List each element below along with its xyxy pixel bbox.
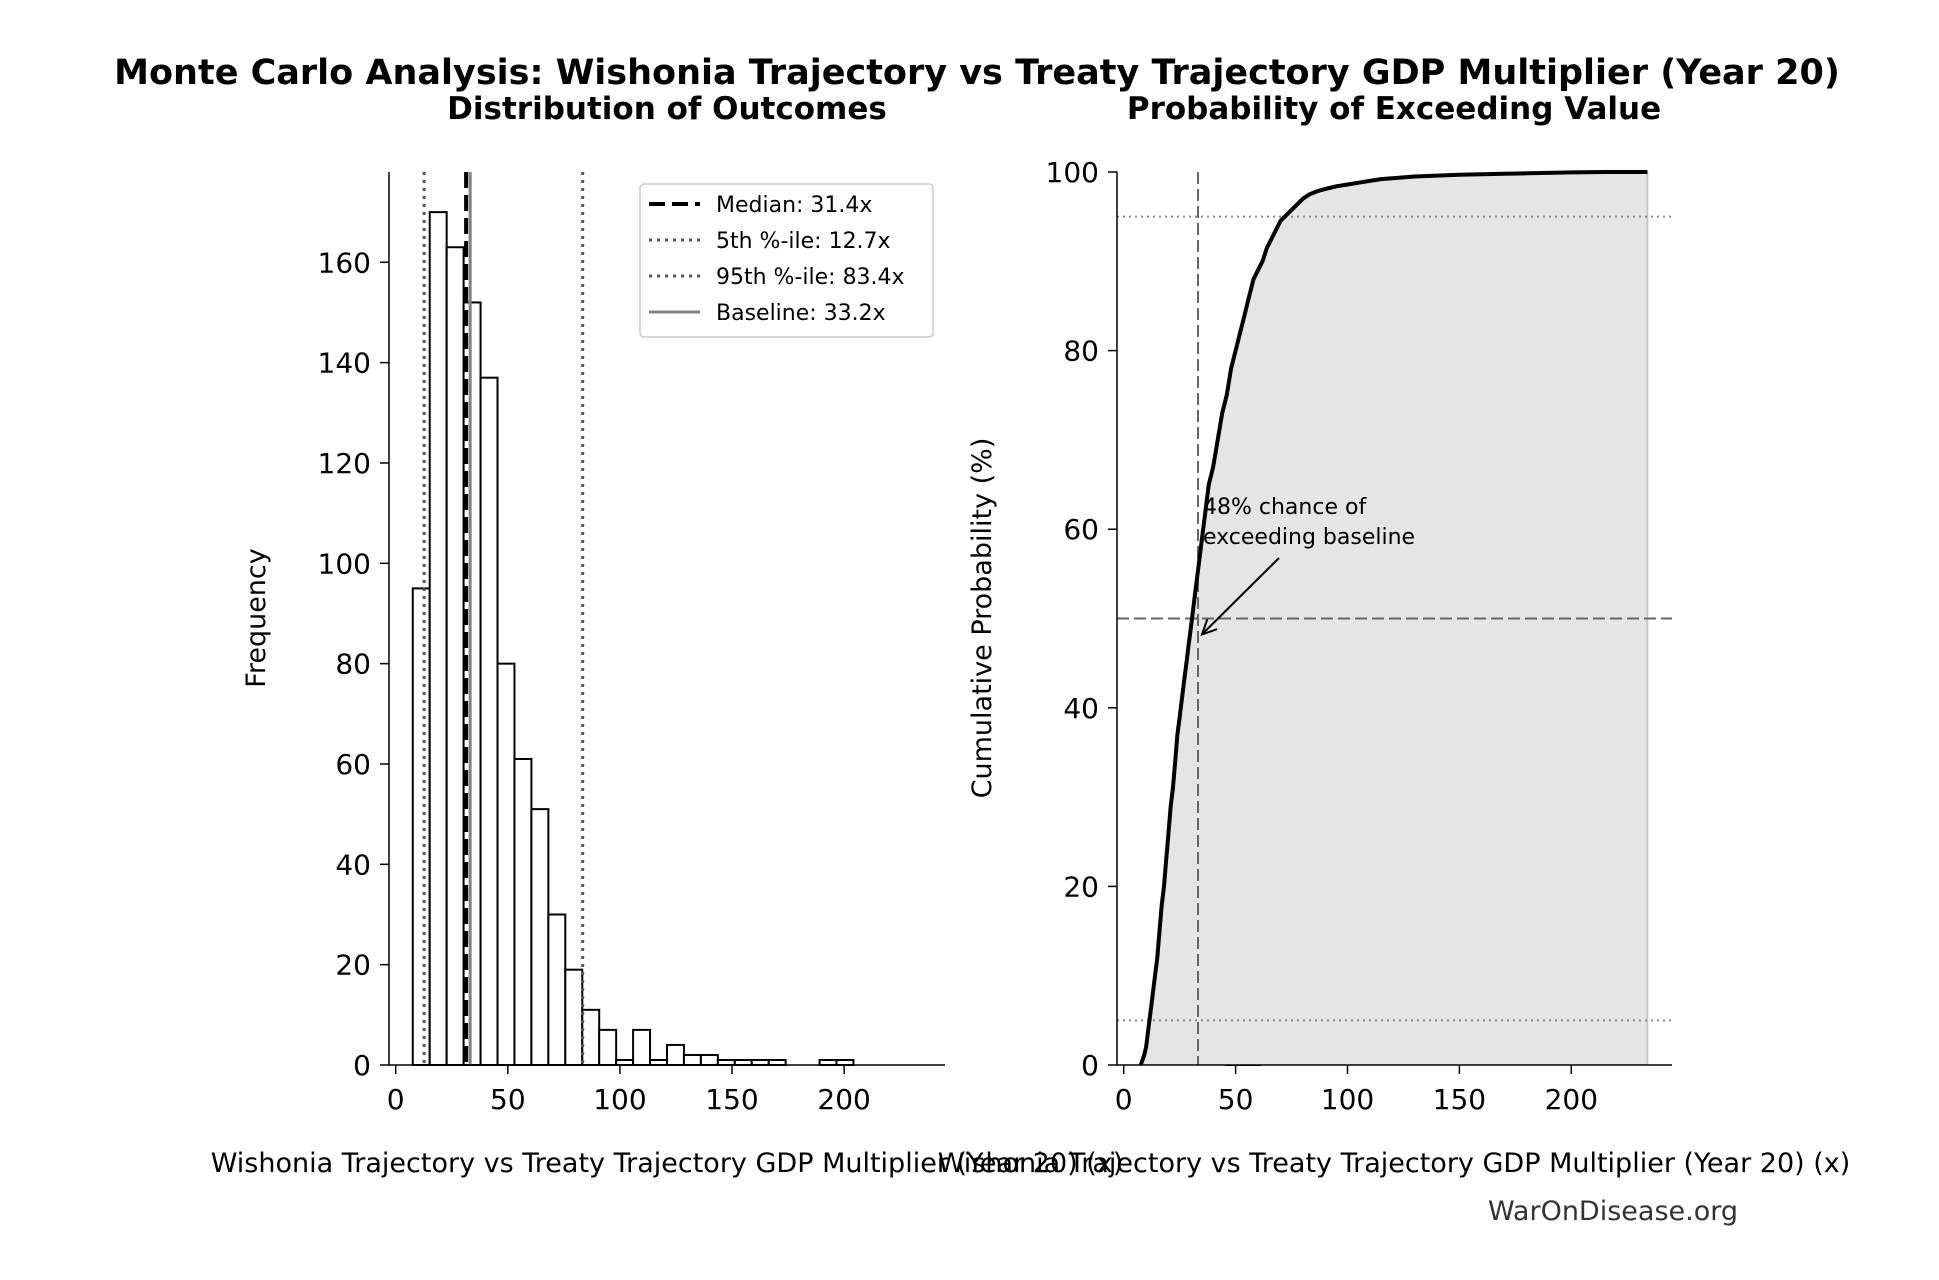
histogram-x-axis-label: Wishonia Trajectory vs Treaty Trajectory…	[211, 1148, 1124, 1179]
legend-median-label: Median: 31.4x	[716, 193, 872, 218]
histogram-bar	[598, 1028, 618, 1067]
y-tick-label: 100	[318, 547, 371, 580]
y-tick-label: 80	[1063, 335, 1099, 368]
histogram-y-axis-label: Frequency	[241, 548, 272, 688]
y-tick-label: 0	[353, 1049, 371, 1082]
histogram-bars	[411, 211, 1262, 1067]
x-tick-label: 150	[1433, 1083, 1486, 1116]
y-tick-label: 40	[335, 848, 371, 881]
y-tick-label: 40	[1063, 692, 1099, 725]
cdf-y-ticks: 0 20 40 60 80 100	[1046, 156, 1117, 1082]
histogram-bar	[682, 1053, 702, 1067]
histogram-bar	[733, 1058, 753, 1067]
x-tick-label: 50	[1218, 1083, 1254, 1116]
y-tick-label: 60	[335, 748, 371, 781]
histogram-title: Distribution of Outcomes	[447, 91, 887, 127]
y-tick-label: 0	[1081, 1049, 1099, 1082]
x-tick-label: 200	[1545, 1083, 1598, 1116]
y-tick-label: 20	[335, 949, 371, 982]
cdf-panel: Probability of Exceeding Value Cumulativ…	[938, 91, 1851, 1179]
histogram-bar	[767, 1058, 787, 1067]
cdf-line	[1138, 170, 1648, 1066]
histogram-bar	[666, 1043, 685, 1067]
annotation-arrow	[1201, 557, 1280, 636]
histogram-reference-lines	[422, 172, 585, 1065]
annotation-line-2: exceeding baseline	[1203, 525, 1415, 550]
histogram-bar	[479, 376, 499, 1066]
histogram-bar	[581, 1008, 601, 1067]
histogram-bar	[564, 968, 584, 1066]
annotation-line-1: 48% chance of	[1203, 495, 1367, 520]
legend-box	[639, 183, 934, 338]
histogram-bar	[496, 662, 516, 1066]
x-tick-label: 0	[1115, 1083, 1133, 1116]
histogram-bar	[750, 1058, 770, 1067]
y-tick-label: 120	[318, 447, 371, 480]
x-tick-label: 0	[387, 1083, 405, 1116]
histogram-bar	[411, 587, 431, 1066]
cdf-annotation: 48% chance of exceeding baseline	[1200, 495, 1415, 637]
histogram-bar	[547, 913, 567, 1066]
legend-baseline-label: Baseline: 33.2x	[716, 301, 886, 326]
histogram-bar	[649, 1058, 668, 1067]
y-tick-label: 160	[318, 246, 371, 279]
histogram-bar	[716, 1058, 736, 1067]
cdf-x-ticks: 0 50 100 150 200	[1115, 1065, 1598, 1116]
y-tick-label: 20	[1063, 870, 1099, 903]
y-tick-label: 80	[335, 648, 371, 681]
histogram-bar	[513, 757, 533, 1066]
histogram-bar	[445, 246, 465, 1066]
x-tick-label: 150	[705, 1083, 758, 1116]
y-tick-label: 60	[1063, 513, 1099, 546]
histogram-legend: Median: 31.4x 5th %-ile: 12.7x 95th %-il…	[639, 183, 934, 338]
x-tick-label: 50	[490, 1083, 526, 1116]
annotation-arrowhead	[1200, 618, 1218, 637]
cdf-title: Probability of Exceeding Value	[1127, 91, 1661, 127]
histogram-bar	[615, 1058, 635, 1067]
histogram-bar	[818, 1058, 838, 1067]
histogram-x-ticks: 0 50 100 150 200	[387, 1065, 871, 1116]
histogram-bar	[428, 211, 448, 1066]
legend-95th-percentile-label: 95th %-ile: 83.4x	[716, 265, 905, 290]
x-tick-label: 100	[1321, 1083, 1374, 1116]
histogram-y-ticks: 0 20 40 60 80 100 120 140 160	[318, 246, 389, 1082]
histogram-bar	[632, 1028, 652, 1067]
figure-title: Monte Carlo Analysis: Wishonia Trajector…	[114, 53, 1840, 93]
watermark: WarOnDisease.org	[1488, 1196, 1738, 1227]
y-tick-label: 140	[318, 347, 371, 380]
histogram-bar	[530, 808, 550, 1066]
histogram-panel: Distribution of Outcomes Frequency Wisho…	[211, 91, 1262, 1179]
x-tick-label: 200	[817, 1083, 870, 1116]
cdf-x-axis-label: Wishonia Trajectory vs Treaty Trajectory…	[938, 1148, 1851, 1179]
histogram-bar	[835, 1058, 855, 1067]
legend-5th-percentile-label: 5th %-ile: 12.7x	[716, 229, 891, 254]
y-tick-label: 100	[1046, 156, 1099, 189]
cdf-y-axis-label: Cumulative Probability (%)	[967, 438, 998, 799]
histogram-bar	[699, 1053, 719, 1067]
x-tick-label: 100	[593, 1083, 646, 1116]
cdf-reference-lines	[1117, 172, 1672, 1065]
